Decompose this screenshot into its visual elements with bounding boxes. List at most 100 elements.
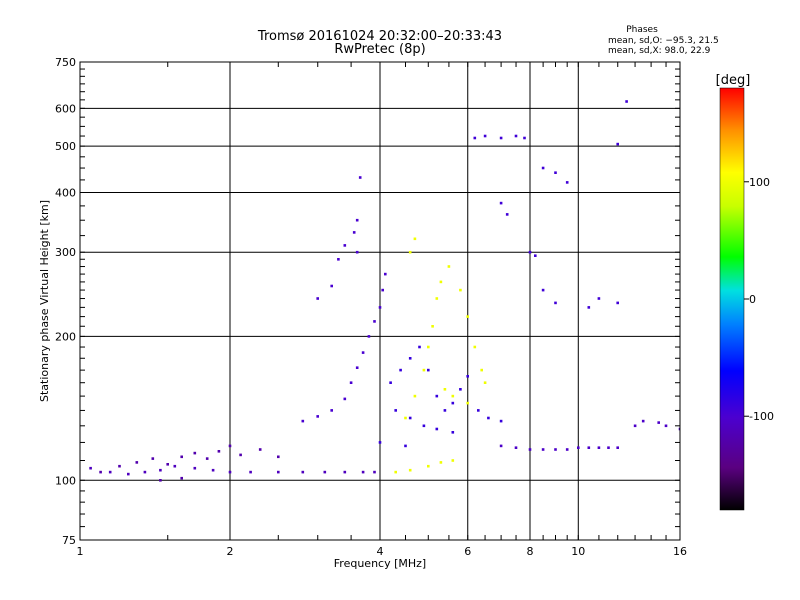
- echo-point: [439, 280, 443, 284]
- axis-ticks: 1 2 4 6 8 10 16 75 100 200 300 400 500 600 750: [55, 56, 687, 558]
- echo-point: [399, 368, 402, 372]
- y-tick-label: 75: [62, 534, 76, 547]
- colorbar: [719, 87, 745, 511]
- phases-x-stats: mean, sd,X: 98.0, 22.9: [608, 46, 711, 56]
- echo-point: [217, 450, 221, 453]
- echo-point: [514, 134, 518, 138]
- echo-point: [422, 424, 426, 428]
- echo-point: [587, 306, 591, 309]
- echo-point: [404, 416, 407, 420]
- chart-title: Tromsø 20161024 20:32:00–20:33:43: [257, 29, 502, 44]
- echo-point: [408, 416, 412, 420]
- echo-point: [657, 421, 660, 424]
- echo-point: [487, 416, 490, 420]
- colorbar-label: [deg]: [716, 73, 751, 88]
- echo-point: [473, 136, 477, 140]
- echo-point: [99, 470, 102, 474]
- echo-point: [323, 470, 327, 474]
- echo-point: [499, 136, 503, 140]
- echo-point: [343, 397, 347, 401]
- echo-point: [678, 427, 680, 431]
- echo-point: [431, 325, 434, 328]
- echo-point: [330, 409, 333, 412]
- echo-point: [394, 409, 397, 412]
- echo-point: [439, 461, 443, 464]
- y-axis-label: Stationary phase Virtual Height [km]: [38, 200, 51, 402]
- echo-point: [477, 409, 480, 412]
- y-tick-label: 400: [55, 186, 76, 199]
- echo-point: [337, 258, 340, 261]
- echo-point: [466, 375, 469, 378]
- echo-point: [413, 394, 417, 398]
- echo-point: [528, 448, 532, 451]
- echo-point: [408, 357, 412, 360]
- echo-point: [565, 181, 569, 184]
- echo-point: [249, 470, 252, 474]
- phases-o-stats: mean, sd,O: −95.3, 21.5: [608, 36, 719, 46]
- x-tick-label: 2: [227, 545, 234, 558]
- echo-point: [228, 444, 232, 448]
- echo-point: [435, 427, 439, 431]
- echo-point: [451, 394, 455, 398]
- echo-point: [523, 136, 526, 140]
- echo-point: [135, 461, 139, 464]
- colorbar-tick-label: 0: [749, 293, 756, 306]
- y-tick-label: 300: [55, 246, 76, 259]
- echo-point: [514, 446, 518, 449]
- echo-point: [355, 250, 359, 254]
- y-tick-label: 500: [55, 140, 76, 153]
- echo-point: [443, 409, 447, 412]
- echo-point: [473, 345, 477, 349]
- echo-point: [355, 366, 359, 369]
- y-tick-label: 100: [55, 474, 76, 487]
- echo-point: [554, 301, 557, 305]
- echo-point: [381, 288, 384, 292]
- echo-point: [607, 446, 610, 449]
- phases-heading: Phases: [626, 25, 658, 35]
- echo-point: [451, 431, 455, 434]
- echo-point: [277, 455, 280, 459]
- x-axis-label: Frequency [MHz]: [334, 557, 426, 570]
- echo-point: [483, 134, 487, 138]
- x-tick-label: 4: [377, 545, 384, 558]
- echo-point: [451, 401, 455, 405]
- echo-point: [127, 472, 130, 476]
- echo-point: [616, 301, 619, 305]
- echo-point: [211, 468, 215, 472]
- echo-point: [173, 464, 177, 468]
- colorbar-tick-label: -100: [749, 410, 774, 423]
- echo-point: [480, 368, 483, 372]
- echo-point: [159, 479, 162, 482]
- echo-point: [499, 201, 503, 205]
- echo-point: [349, 381, 353, 384]
- echo-point: [554, 171, 557, 174]
- echo-point: [541, 448, 545, 451]
- echo-point: [316, 415, 319, 418]
- echo-point: [301, 419, 305, 423]
- echo-point: [378, 441, 382, 444]
- echo-point: [641, 419, 645, 423]
- echo-point: [330, 284, 333, 288]
- echo-point: [459, 388, 462, 391]
- echo-point: [408, 250, 412, 254]
- chart-subtitle: RwPretec (8p): [334, 42, 425, 57]
- echo-point: [505, 213, 509, 216]
- echo-point: [89, 466, 92, 470]
- x-tick-label: 6: [464, 545, 471, 558]
- echo-point: [373, 320, 376, 323]
- echo-point: [597, 446, 601, 449]
- echo-point: [239, 453, 242, 457]
- echo-point: [228, 470, 232, 474]
- echo-point: [408, 468, 412, 472]
- echo-point: [205, 457, 209, 460]
- echo-point: [378, 306, 382, 309]
- y-tick-label: 200: [55, 330, 76, 343]
- x-tick-label: 10: [571, 545, 585, 558]
- echo-point: [343, 244, 347, 247]
- echo-point: [180, 476, 183, 480]
- echo-point: [166, 463, 169, 466]
- echo-point: [108, 470, 112, 474]
- echo-point: [180, 455, 183, 459]
- echo-point: [541, 166, 545, 170]
- echo-point: [301, 470, 305, 474]
